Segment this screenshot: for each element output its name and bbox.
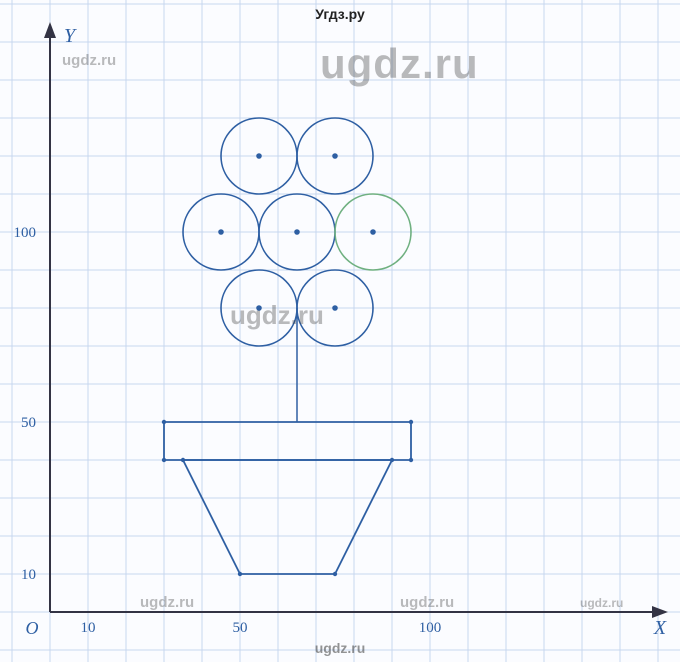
page-root: O Y X 10 50 100 10 50 100 Угдз.ру ugdz.ru ugdz.r… <box>0 0 680 662</box>
flower-center-dot <box>370 229 376 235</box>
svg-text:50: 50 <box>21 415 36 431</box>
svg-text:10: 10 <box>21 567 36 583</box>
svg-text:100: 100 <box>14 225 37 241</box>
flower-center-dot <box>332 305 338 311</box>
flower-center-dot <box>294 229 300 235</box>
origin-label: O <box>26 618 39 638</box>
page-footer: ugdz.ru <box>0 640 680 656</box>
watermark-bottom-left: ugdz.ru <box>140 594 194 611</box>
x-axis-label: X <box>653 617 667 639</box>
page-title: Угдз.ру <box>0 6 680 22</box>
watermark-bottom-right: ugdz.ru <box>580 596 623 610</box>
watermark-middle: ugdz.ru <box>230 300 324 331</box>
svg-text:100: 100 <box>419 620 442 636</box>
graph-canvas: O Y X 10 50 100 10 50 100 <box>0 0 680 662</box>
svg-text:50: 50 <box>233 620 248 636</box>
flower-center-dot <box>256 153 262 159</box>
flower-center-dot <box>218 229 224 235</box>
flower-center-dot <box>332 153 338 159</box>
watermark-top-left: ugdz.ru <box>62 52 116 69</box>
watermark-big: ugdz.ru <box>320 40 479 88</box>
watermark-bottom-mid: ugdz.ru <box>400 594 454 611</box>
y-axis-label: Y <box>64 25 77 47</box>
svg-text:10: 10 <box>81 620 96 636</box>
